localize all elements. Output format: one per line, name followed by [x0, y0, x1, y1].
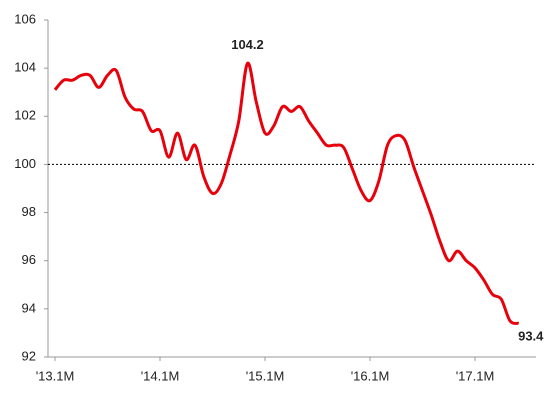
y-tick-label: 92: [22, 348, 36, 363]
x-tick-label: '13.1M: [36, 368, 75, 383]
y-tick-label: 94: [22, 300, 36, 315]
annotation: 93.4: [518, 329, 544, 344]
y-tick-label: 98: [22, 204, 36, 219]
y-tick-label: 102: [14, 108, 36, 123]
y-tick-label: 106: [14, 11, 36, 26]
y-tick-label: 100: [14, 156, 36, 171]
x-tick-label: '16.1M: [351, 368, 390, 383]
x-tick-label: '15.1M: [246, 368, 285, 383]
x-tick-label: '17.1M: [456, 368, 495, 383]
x-tick-label: '14.1M: [141, 368, 180, 383]
line: [53, 61, 520, 325]
y-tick-label: 104: [14, 60, 36, 75]
y-tick-label: 96: [22, 252, 36, 267]
annotation: 104.2: [231, 37, 264, 52]
